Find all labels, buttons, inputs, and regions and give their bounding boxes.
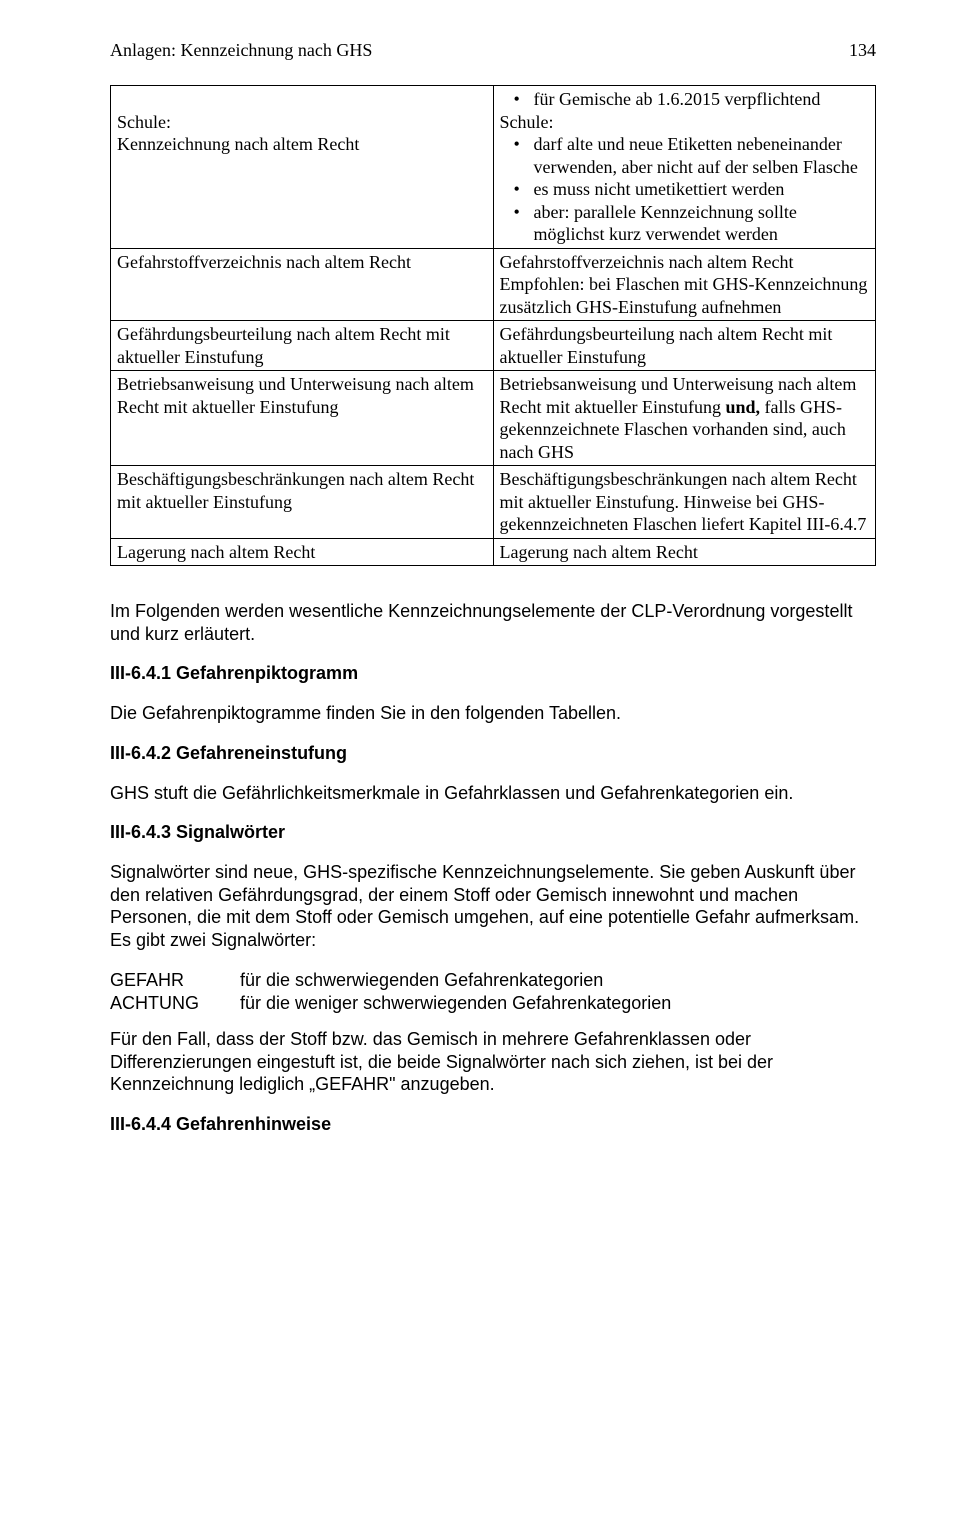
table-row: Gefahrstoffverzeichnis nach altem RechtG… <box>111 248 876 321</box>
table-cell-right: Betriebsanweisung und Unterweisung nach … <box>493 371 876 466</box>
heading-piktogramm: III-6.4.1 Gefahrenpiktogramm <box>110 663 876 684</box>
table-cell-right: für Gemische ab 1.6.2015 verpflichtendSc… <box>493 86 876 249</box>
table-cell-right: Beschäftigungsbeschränkungen nach altem … <box>493 466 876 539</box>
para-piktogramm: Die Gefahrenpiktogramme finden Sie in de… <box>110 702 876 725</box>
table-cell-right: Gefahrstoffverzeichnis nach altem Recht … <box>493 248 876 321</box>
signalwort-label: GEFAHR <box>110 969 240 992</box>
heading-signalwoerter: III-6.4.3 Signalwörter <box>110 822 876 843</box>
table-cell-left: Schule:Kennzeichnung nach altem Recht <box>111 86 494 249</box>
signalwort-list: GEFAHRfür die schwerwiegenden Gefahrenka… <box>110 969 876 1014</box>
comparison-table: Schule:Kennzeichnung nach altem Rechtfür… <box>110 85 876 566</box>
heading-gefahrenhinweise: III-6.4.4 Gefahrenhinweise <box>110 1114 876 1135</box>
heading-einstufung: III-6.4.2 Gefahreneinstufung <box>110 743 876 764</box>
table-row: Schule:Kennzeichnung nach altem Rechtfür… <box>111 86 876 249</box>
page-header: Anlagen: Kennzeichnung nach GHS 134 <box>110 40 876 61</box>
header-page-number: 134 <box>849 40 876 61</box>
table-cell-left: Betriebsanweisung und Unterweisung nach … <box>111 371 494 466</box>
table-cell-left: Lagerung nach altem Recht <box>111 538 494 566</box>
table-row: Gefährdungsbeurteilung nach altem Recht … <box>111 321 876 371</box>
table-cell-right: Lagerung nach altem Recht <box>493 538 876 566</box>
signalwort-desc: für die weniger schwerwiegenden Gefahren… <box>240 992 671 1015</box>
para-einstufung: GHS stuft die Gefährlichkeitsmerkmale in… <box>110 782 876 805</box>
para-signalwort-rule: Für den Fall, dass der Stoff bzw. das Ge… <box>110 1028 876 1096</box>
table-cell-left: Beschäftigungsbeschränkungen nach altem … <box>111 466 494 539</box>
signalwort-label: ACHTUNG <box>110 992 240 1015</box>
table-cell-left: Gefahrstoffverzeichnis nach altem Recht <box>111 248 494 321</box>
header-title: Anlagen: Kennzeichnung nach GHS <box>110 40 372 61</box>
table-row: Lagerung nach altem RechtLagerung nach a… <box>111 538 876 566</box>
table-row: Beschäftigungsbeschränkungen nach altem … <box>111 466 876 539</box>
intro-paragraph: Im Folgenden werden wesentliche Kennzeic… <box>110 600 876 645</box>
table-cell-right: Gefährdungsbeurteilung nach altem Recht … <box>493 321 876 371</box>
signalwort-row: ACHTUNGfür die weniger schwerwiegenden G… <box>110 992 876 1015</box>
para-signalwoerter: Signalwörter sind neue, GHS-spezifische … <box>110 861 876 951</box>
table-row: Betriebsanweisung und Unterweisung nach … <box>111 371 876 466</box>
signalwort-desc: für die schwerwiegenden Gefahrenkategori… <box>240 969 603 992</box>
signalwort-row: GEFAHRfür die schwerwiegenden Gefahrenka… <box>110 969 876 992</box>
table-cell-left: Gefährdungsbeurteilung nach altem Recht … <box>111 321 494 371</box>
